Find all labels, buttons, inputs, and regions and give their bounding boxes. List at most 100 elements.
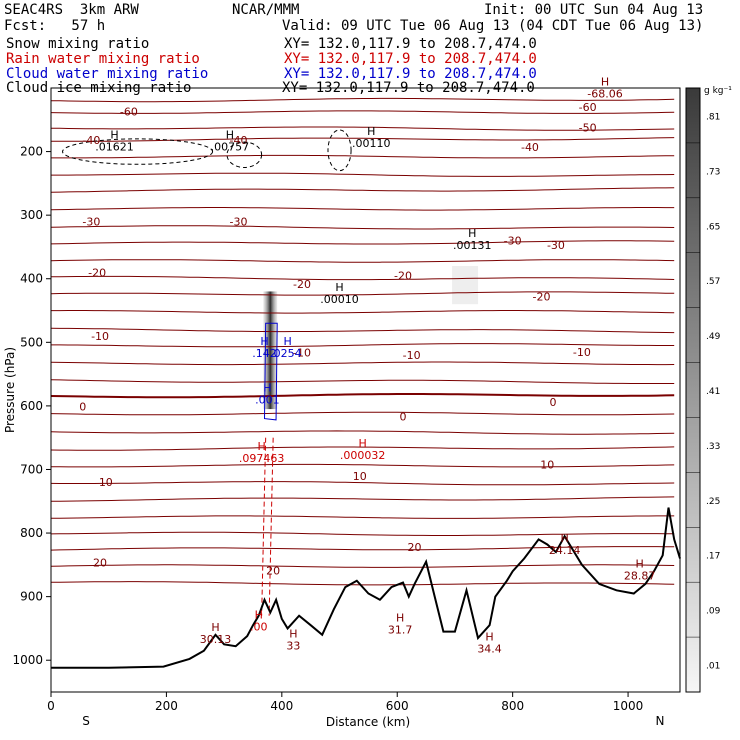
colorbar-tick-label: .65 <box>706 222 720 232</box>
isotherm <box>51 463 675 468</box>
isotherm <box>50 327 675 334</box>
isotherm <box>50 137 675 142</box>
isotherm <box>50 240 675 245</box>
temperature-label: -40 <box>82 134 100 147</box>
snow-contour <box>62 138 214 165</box>
temperature-label: -60 <box>579 101 597 114</box>
temperature-label: 0 <box>79 401 86 414</box>
axes: 0 200 400 600 800 100020030040050060070080090… <box>12 145 643 713</box>
snow-shading <box>263 266 479 410</box>
snow-contour <box>226 141 263 168</box>
maximum-value: 0254 <box>274 347 302 360</box>
maximum-value: .142 <box>252 347 277 360</box>
plot-frame <box>50 87 681 693</box>
colorbar: .01 .09 .17 .25 .33 .41 .49 .57 .65 .73 .81 <box>685 87 721 693</box>
isotherm <box>50 515 675 519</box>
isotherm <box>50 225 675 230</box>
temperature-label: -60 <box>120 106 138 119</box>
colorbar-tick-label: .09 <box>706 607 721 617</box>
temperature-label: -20 <box>394 270 412 283</box>
x-tick-label: 600 <box>386 699 409 713</box>
maximum-marker: H <box>358 437 366 450</box>
snow-contour <box>327 129 352 172</box>
model-title: SEAC4RS 3km ARW <box>4 2 139 18</box>
x-tick-label: 1000 <box>613 699 644 713</box>
isotherm <box>50 581 675 586</box>
temperature-label: -10 <box>293 346 311 359</box>
isotherm <box>50 187 675 193</box>
isotherm <box>51 496 675 502</box>
contour-labels: -60 -60 -50 -40 -40 -40 -30 -30 -30 -30 -20 -20 -20 -… <box>79 101 596 577</box>
y-tick-label: 600 <box>20 399 43 413</box>
isotherm <box>51 154 675 159</box>
y-tick-label: 1000 <box>12 653 43 667</box>
temperature-label: -30 <box>230 216 248 229</box>
temperature-label: 10 <box>353 470 367 483</box>
temperature-label: -40 <box>521 141 539 154</box>
maximum-value: .001 <box>255 393 280 406</box>
temperature-label: 0 <box>400 411 407 424</box>
y-tick-label: 900 <box>20 590 43 604</box>
y-tick-label: 700 <box>20 462 43 476</box>
maximum-value: 31.7 <box>388 624 413 637</box>
isotherm <box>50 291 675 296</box>
cloud-water-contour <box>264 322 278 421</box>
maximum-marker: H <box>263 381 271 394</box>
maxima-labels: H.01621H.00757H.00110H.00131H.00010H.142… <box>95 76 655 656</box>
maximum-value: .000032 <box>340 449 386 462</box>
x-tick-label: 800 <box>501 699 524 713</box>
isotherm <box>50 97 675 103</box>
maximum-value: .00110 <box>352 137 391 150</box>
colorbar-unit: g kg⁻¹ <box>704 86 732 96</box>
isotherm <box>50 481 675 486</box>
colorbar-tick-label: .41 <box>706 387 720 397</box>
terrain-path <box>51 507 681 669</box>
maximum-marker: H <box>601 76 609 89</box>
init-time: Init: 00 UTC Sun 04 Aug 13 <box>484 2 704 18</box>
maximum-value: 30.13 <box>200 633 232 646</box>
temperature-label: 0 <box>550 396 557 409</box>
maximum-value: 24.14 <box>549 544 581 557</box>
field-cloudwater-label: Cloud water mixing ratio <box>6 66 209 82</box>
maximum-marker: H <box>260 335 268 348</box>
colorbar-tick-label: .57 <box>706 277 720 287</box>
field-cloudwater-xy: XY= 132.0,117.9 to 208.7,474.0 <box>284 66 537 82</box>
isotherm <box>50 564 675 568</box>
rain-contour <box>261 437 274 616</box>
x-end-left: S <box>82 714 90 728</box>
y-axis-title: Pressure (hPa) <box>3 347 17 433</box>
y-tick-label: 800 <box>20 526 43 540</box>
maximum-value: 28.87 <box>624 570 656 583</box>
temperature-label: -20 <box>88 266 106 279</box>
isotherm <box>50 546 675 551</box>
temperature-label: 10 <box>540 458 554 471</box>
maximum-value: .00010 <box>320 293 359 306</box>
maximum-marker: H <box>635 558 643 571</box>
isotherm <box>50 379 675 384</box>
terrain-line <box>51 507 681 669</box>
field-rain-label: Rain water mixing ratio <box>6 51 200 67</box>
isotherm <box>50 207 675 211</box>
center-title: NCAR/MMM <box>232 2 300 18</box>
temperature-label: -40 <box>230 134 248 147</box>
y-tick-label: 500 <box>20 335 43 349</box>
colorbar-tick-label: .25 <box>706 497 720 507</box>
isotherm <box>50 361 675 366</box>
isotherm <box>50 411 675 416</box>
maximum-value: .00757 <box>211 140 250 153</box>
snow-shading-light <box>452 266 479 305</box>
maximum-marker: H <box>396 612 404 625</box>
isotherm <box>50 259 675 263</box>
temperature-label: -30 <box>547 239 565 252</box>
isotherm <box>50 446 675 451</box>
x-tick-label: 200 <box>155 699 178 713</box>
forecast-hour: Fcst: 57 h <box>4 18 106 34</box>
temperature-contours <box>50 97 675 586</box>
colorbar-scale <box>685 87 701 693</box>
colorbar-tick-label: .17 <box>706 552 720 562</box>
maximum-value: 33 <box>286 639 300 652</box>
temperature-label: -10 <box>573 346 591 359</box>
maximum-marker: H <box>257 440 265 453</box>
temperature-label: -20 <box>293 278 311 291</box>
